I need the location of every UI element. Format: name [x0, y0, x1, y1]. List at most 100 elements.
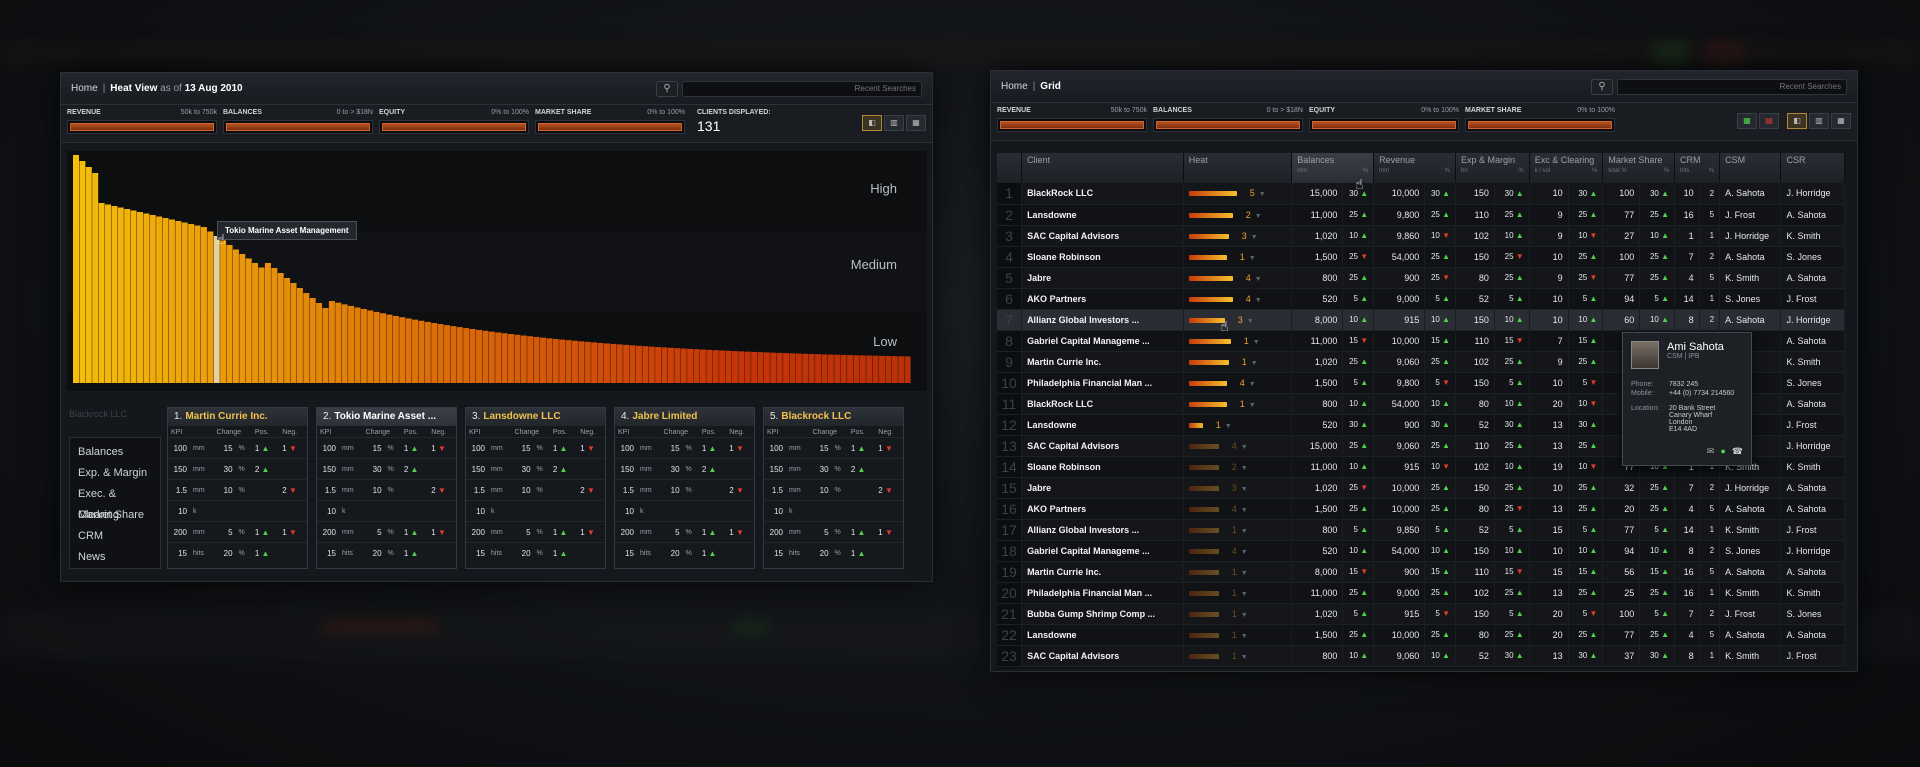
csr-name[interactable]: S. Jones — [1780, 372, 1845, 394]
kpi-menu-item[interactable]: CRM — [78, 530, 104, 542]
search-input[interactable] — [682, 80, 922, 97]
kpi-menu-item[interactable]: Market Share — [78, 509, 145, 521]
heat-bar[interactable] — [98, 203, 105, 383]
csr-name[interactable]: A. Sahota — [1780, 204, 1845, 226]
table-row[interactable]: 2 Lansdowne 2 ▼ 11,000 25 ▲ 9,800 25 ▲ 110 25 ▲ 9 2… — [997, 204, 1845, 226]
heat-bar[interactable] — [712, 350, 719, 383]
heat-bar[interactable] — [840, 354, 847, 383]
chevron-down-icon[interactable]: ▼ — [1246, 317, 1254, 325]
heat-bar[interactable] — [482, 330, 489, 383]
chevron-down-icon[interactable]: ▼ — [1254, 275, 1262, 283]
heat-bar[interactable] — [175, 221, 182, 383]
heat-bar[interactable] — [879, 355, 886, 383]
range-slider[interactable] — [535, 120, 685, 134]
csm-name[interactable]: K. Smith — [1719, 582, 1782, 604]
chevron-down-icon[interactable]: ▼ — [1240, 590, 1248, 598]
csr-name[interactable]: S. Jones — [1780, 246, 1845, 268]
heat-bar[interactable] — [450, 326, 457, 383]
kpi-card[interactable]: 2. Tokio Marine Asset ... KPI Change Pos. Neg… — [316, 407, 457, 569]
grid-view-icon[interactable]: ▦ — [1831, 113, 1851, 129]
heat-bar[interactable] — [124, 209, 131, 383]
breadcrumb-home[interactable]: Home — [1001, 81, 1028, 92]
chat-icon[interactable]: ● — [1720, 446, 1726, 456]
heat-bar[interactable] — [111, 206, 118, 383]
heat-bar[interactable] — [392, 315, 399, 383]
heat-bar[interactable] — [783, 353, 790, 383]
heat-bar[interactable] — [629, 345, 636, 383]
heat-bar[interactable] — [92, 173, 99, 383]
heat-bar[interactable] — [757, 352, 764, 383]
heat-bar[interactable] — [156, 216, 163, 384]
client-name[interactable]: SAC Capital Advisors — [1021, 645, 1184, 667]
csr-name[interactable]: J. Horridge — [1780, 183, 1845, 205]
heat-bar[interactable] — [552, 338, 559, 383]
kpi-menu-item[interactable]: Balances — [78, 446, 124, 458]
heat-bar[interactable] — [680, 348, 687, 383]
chevron-down-icon[interactable]: ▼ — [1240, 548, 1248, 556]
csr-name[interactable]: A. Sahota — [1780, 330, 1845, 352]
range-slider[interactable] — [1465, 118, 1615, 132]
heat-bar[interactable] — [360, 308, 367, 383]
heat-bar[interactable] — [738, 351, 745, 383]
heat-bar[interactable] — [213, 236, 220, 383]
heat-bar[interactable] — [264, 263, 271, 383]
heat-bar[interactable] — [188, 224, 195, 383]
search-icon[interactable]: ⚲ — [1591, 78, 1613, 95]
csm-name[interactable]: A. Sahota — [1719, 183, 1782, 205]
range-slider[interactable] — [379, 120, 529, 134]
heat-bar[interactable] — [162, 218, 169, 383]
heat-bar[interactable] — [207, 231, 214, 384]
chevron-down-icon[interactable]: ▼ — [1240, 443, 1248, 451]
heat-bar[interactable] — [802, 353, 809, 383]
heatmap-view-icon[interactable]: ◧ — [862, 115, 882, 131]
client-name[interactable]: Martin Currie Inc. — [1021, 351, 1184, 373]
heat-bar[interactable] — [616, 344, 623, 383]
col-header[interactable]: Balances mm% — [1291, 153, 1375, 183]
table-row[interactable]: 4 Sloane Robinson 1 ▼ 1,500 25 ▼ 54,000 25 ▲ 150… — [997, 246, 1845, 268]
heat-bar[interactable] — [232, 249, 239, 384]
email-icon[interactable]: ✉ — [1706, 446, 1715, 456]
csm-name[interactable]: A. Sahota — [1719, 624, 1782, 646]
heat-bar[interactable] — [872, 355, 879, 383]
chevron-down-icon[interactable]: ▼ — [1248, 380, 1256, 388]
heat-bar[interactable] — [859, 355, 866, 383]
csr-name[interactable]: S. Jones — [1780, 603, 1845, 625]
csm-name[interactable]: K. Smith — [1719, 267, 1782, 289]
csm-name[interactable]: J. Horridge — [1719, 477, 1782, 499]
heat-bar[interactable] — [456, 327, 463, 383]
heat-bar[interactable] — [476, 329, 483, 383]
search-icon[interactable]: ⚲ — [656, 80, 678, 97]
table-row[interactable]: 5 Jabre 4 ▼ 800 25 ▲ 900 25 ▼ 80 25 ▲ 9 25 ▼ 77 25 ▲ 4… — [997, 267, 1845, 289]
heat-bar[interactable] — [795, 353, 802, 383]
heat-bar[interactable] — [239, 254, 246, 383]
chevron-down-icon[interactable]: ▼ — [1252, 338, 1260, 346]
kpi-card[interactable]: 3. Lansdowne LLC KPI Change Pos. Neg. 100 mm 15%… — [465, 407, 606, 569]
table-row[interactable]: 15 Jabre 3 ▼ 1,020 25 ▼ 10,000 25 ▲ 150 25 ▲ 10 25 … — [997, 477, 1845, 499]
chevron-down-icon[interactable]: ▼ — [1254, 296, 1262, 304]
heat-bar[interactable] — [431, 323, 438, 383]
heat-bar[interactable] — [149, 215, 156, 383]
csm-name[interactable]: A. Sahota — [1719, 246, 1782, 268]
heat-bar[interactable] — [354, 307, 361, 383]
heat-bar[interactable] — [648, 346, 655, 383]
heat-bar[interactable] — [674, 348, 681, 383]
heat-bar[interactable] — [891, 356, 898, 383]
table-row[interactable]: 20 Philadelphia Financial Man ... 1 ▼ 11,000… — [997, 582, 1845, 604]
heat-bar[interactable] — [405, 318, 412, 383]
heat-bar[interactable] — [380, 313, 387, 383]
heat-bar[interactable] — [284, 278, 291, 383]
heat-bar[interactable] — [706, 349, 713, 383]
heat-bar[interactable] — [751, 351, 758, 383]
csr-name[interactable]: J. Frost — [1780, 288, 1845, 310]
kpi-menu-item[interactable]: Exec. & Clearing — [78, 488, 119, 521]
client-name[interactable]: Lansdowne — [1021, 624, 1184, 646]
csm-name[interactable]: A. Sahota — [1719, 309, 1782, 331]
search-input[interactable] — [1617, 78, 1847, 95]
heat-bar[interactable] — [335, 302, 342, 383]
client-name[interactable]: Gabriel Capital Manageme ... — [1021, 540, 1184, 562]
heat-bar[interactable] — [79, 161, 86, 383]
heat-bar[interactable] — [386, 314, 393, 383]
heat-bar[interactable] — [623, 344, 630, 383]
csr-name[interactable]: K. Smith — [1780, 225, 1845, 247]
col-header[interactable]: CSM — [1719, 153, 1782, 183]
